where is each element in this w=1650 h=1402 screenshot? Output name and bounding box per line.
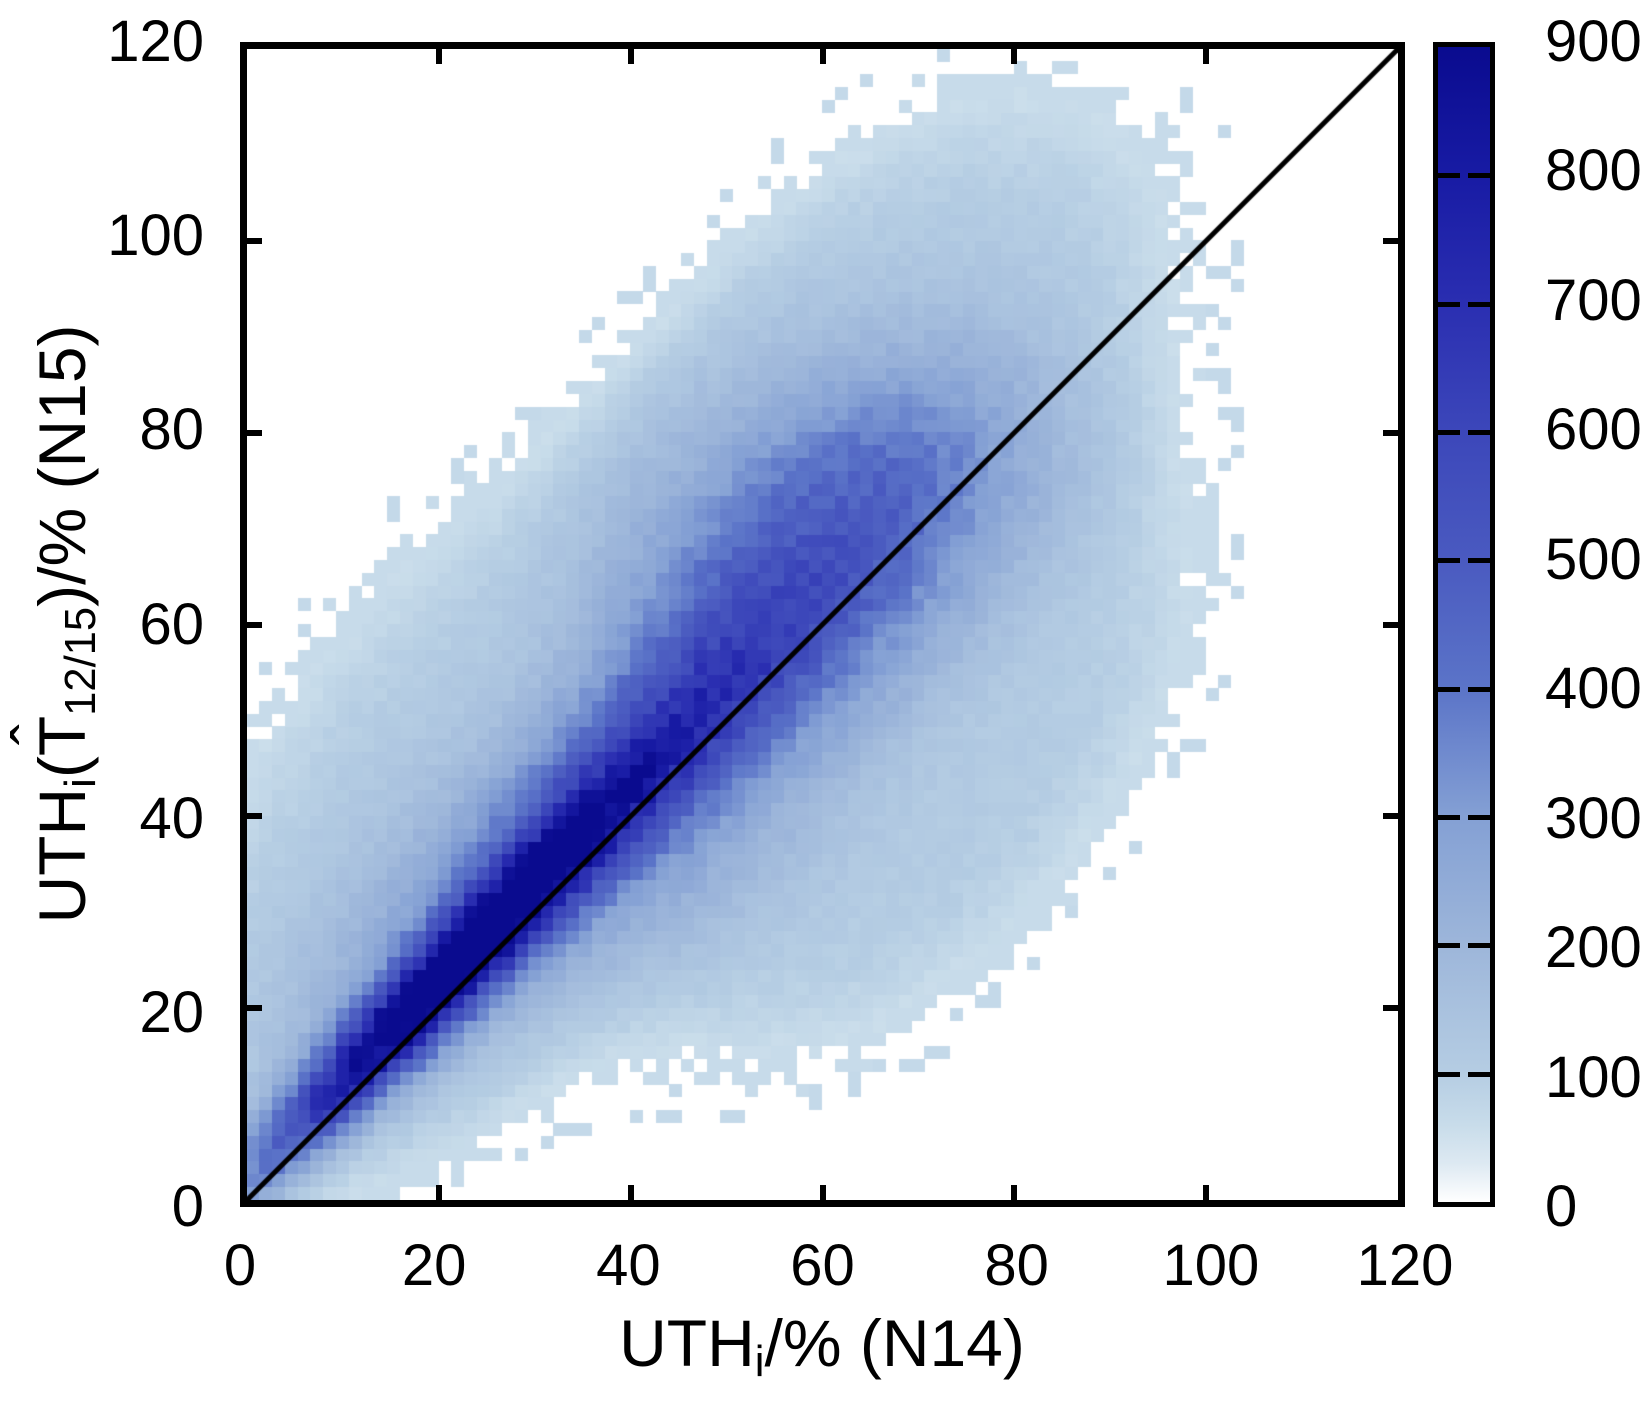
y-tick-80 (247, 429, 262, 436)
x-tick-mirror-60 (819, 49, 826, 64)
colorbar-tick-600-right (1468, 430, 1490, 435)
y-tick-mirror-60 (1383, 621, 1398, 628)
colorbar-label-900: 900 (1545, 9, 1642, 74)
colorbar-tick-700-right (1468, 301, 1490, 307)
y-tick-label-120: 120 (107, 9, 204, 74)
axis-title-part: UTH (619, 1306, 755, 1380)
colorbar-tick-100-right (1468, 1071, 1490, 1077)
colorbar-label-300: 300 (1545, 785, 1642, 851)
y-tick-label-80: 80 (139, 397, 204, 463)
x-tick-80 (1011, 1185, 1018, 1200)
x-tick-100 (1203, 1185, 1210, 1200)
colorbar-tick-200-right (1468, 943, 1490, 949)
colorbar-label-200: 200 (1545, 915, 1642, 981)
x-tick-mirror-40 (627, 49, 634, 64)
y-tick-20 (247, 1005, 262, 1012)
y-tick-60 (247, 621, 262, 628)
colorbar-label-400: 400 (1545, 656, 1642, 722)
x-tick-label-0: 0 (223, 1233, 257, 1298)
plot-area (240, 42, 1405, 1207)
x-axis-title: UTHi/% (N14) (619, 1310, 1025, 1383)
colorbar-label-600: 600 (1545, 397, 1642, 463)
y-tick-label-60: 60 (139, 591, 204, 657)
axis-title-subscript: i (56, 778, 105, 788)
colorbar-tick-400-left (1438, 686, 1460, 692)
colorbar-tick-100-left (1438, 1071, 1460, 1077)
colorbar-tick-400-right (1468, 686, 1490, 692)
colorbar-tick-700-left (1438, 301, 1460, 307)
colorbar-tick-800-left (1438, 173, 1460, 179)
colorbar-gradient (1438, 47, 1490, 1202)
colorbar-label-100: 100 (1545, 1044, 1642, 1110)
y-tick-mirror-100 (1383, 237, 1398, 244)
y-tick-label-20: 20 (139, 979, 204, 1045)
colorbar-label-0: 0 (1545, 1174, 1578, 1239)
y-tick-100 (247, 237, 262, 244)
x-tick-label-100: 100 (1162, 1233, 1260, 1298)
x-tick-mirror-100 (1203, 49, 1210, 64)
x-tick-mirror-20 (435, 49, 442, 64)
colorbar-tick-800-right (1468, 173, 1490, 179)
x-tick-mirror-80 (1011, 49, 1018, 64)
y-tick-40 (247, 813, 262, 820)
x-tick-label-60: 60 (790, 1233, 855, 1298)
x-tick-label-120: 120 (1356, 1233, 1454, 1298)
x-tick-label-80: 80 (984, 1233, 1049, 1298)
colorbar-label-500: 500 (1545, 526, 1642, 592)
y-tick-mirror-20 (1383, 1005, 1398, 1012)
colorbar (1433, 42, 1495, 1207)
y-tick-label-100: 100 (107, 203, 204, 269)
x-tick-label-20: 20 (401, 1233, 467, 1298)
colorbar-tick-300-right (1468, 815, 1490, 820)
colorbar-tick-500-right (1468, 558, 1490, 564)
y-tick-label-0: 0 (171, 1174, 204, 1239)
x-tick-40 (627, 1185, 634, 1200)
y-tick-label-40: 40 (139, 785, 204, 851)
axis-title-part: ( (24, 756, 99, 779)
colorbar-tick-200-left (1438, 943, 1460, 949)
colorbar-tick-500-left (1438, 558, 1460, 564)
x-tick-60 (819, 1185, 826, 1200)
colorbar-tick-600-left (1438, 430, 1460, 435)
colorbar-label-800: 800 (1545, 138, 1642, 204)
axis-title-part: /% (N14) (764, 1306, 1025, 1380)
axis-title-subscript: i (754, 1337, 765, 1386)
y-tick-mirror-40 (1383, 813, 1398, 820)
hat-mark-icon: ˆ (0, 723, 70, 745)
colorbar-label-700: 700 (1545, 267, 1642, 333)
y-tick-mirror-80 (1383, 429, 1398, 436)
x-tick-label-40: 40 (596, 1233, 661, 1298)
axis-title-part: )/% (N15) (24, 324, 99, 607)
density-heatmap-canvas (247, 49, 1398, 1200)
colorbar-tick-300-left (1438, 815, 1460, 820)
x-tick-20 (435, 1185, 442, 1200)
